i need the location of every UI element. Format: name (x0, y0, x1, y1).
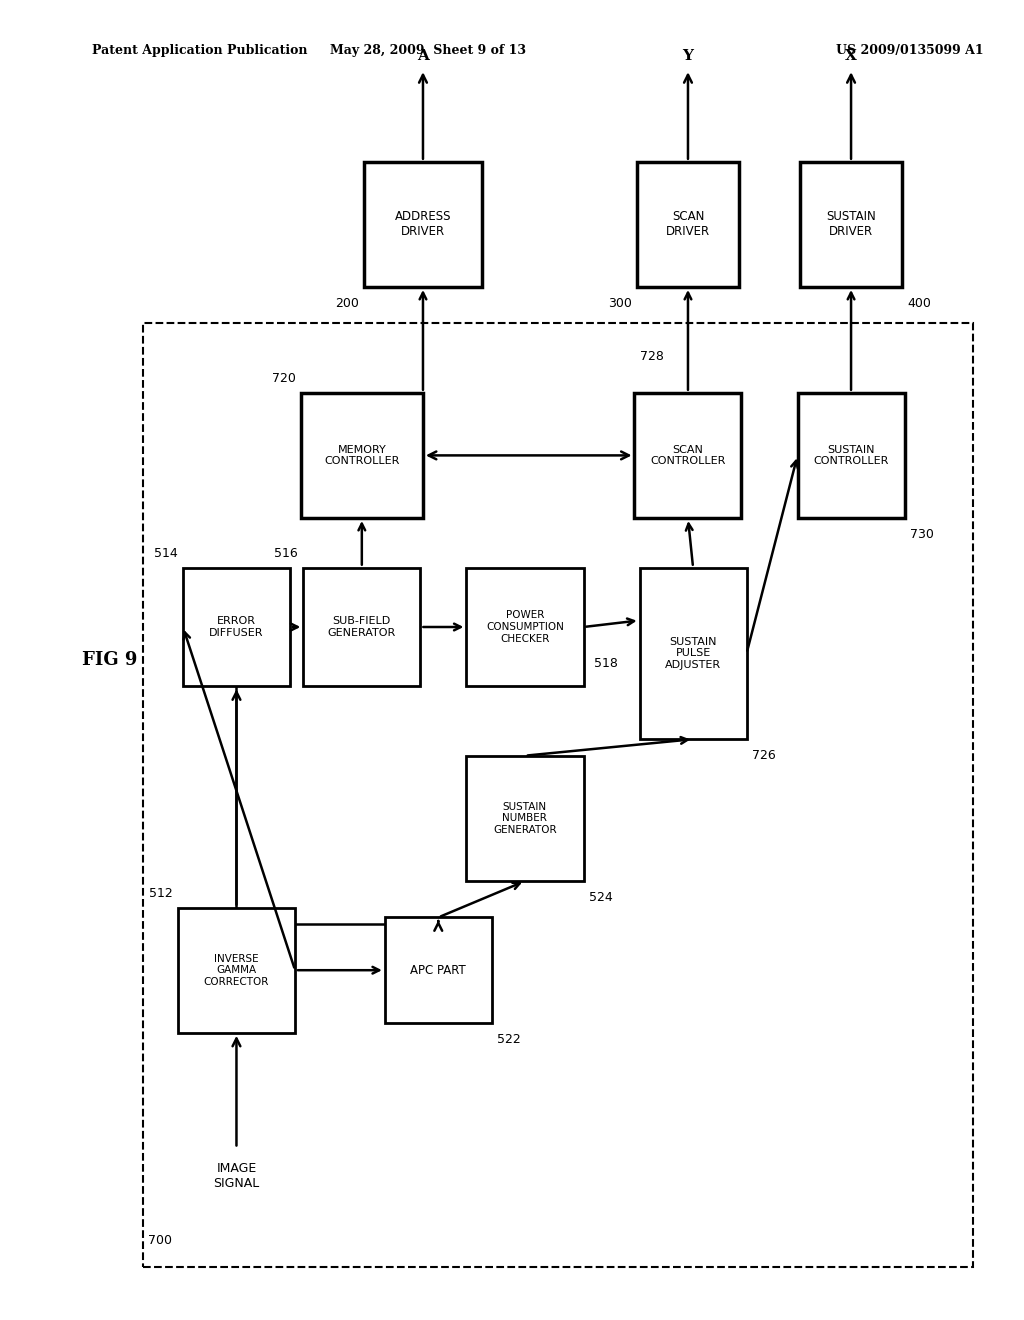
Text: FIG 9: FIG 9 (82, 651, 137, 669)
Text: Patent Application Publication: Patent Application Publication (92, 44, 307, 57)
FancyBboxPatch shape (637, 162, 739, 288)
Text: SUSTAIN
PULSE
ADJUSTER: SUSTAIN PULSE ADJUSTER (665, 636, 721, 671)
Text: 200: 200 (336, 297, 359, 310)
FancyBboxPatch shape (640, 568, 746, 739)
Text: 400: 400 (907, 297, 931, 310)
FancyBboxPatch shape (301, 393, 423, 517)
FancyBboxPatch shape (365, 162, 481, 288)
Text: IMAGE
SIGNAL: IMAGE SIGNAL (213, 1162, 260, 1189)
Text: 720: 720 (271, 372, 296, 385)
Text: MEMORY
CONTROLLER: MEMORY CONTROLLER (325, 445, 399, 466)
Text: SCAN
DRIVER: SCAN DRIVER (666, 210, 710, 239)
Text: SUSTAIN
CONTROLLER: SUSTAIN CONTROLLER (813, 445, 889, 466)
Text: 300: 300 (608, 297, 632, 310)
Text: POWER
CONSUMPTION
CHECKER: POWER CONSUMPTION CHECKER (486, 610, 564, 644)
Text: ADDRESS
DRIVER: ADDRESS DRIVER (394, 210, 452, 239)
Text: 524: 524 (589, 891, 612, 904)
Text: SUSTAIN
DRIVER: SUSTAIN DRIVER (826, 210, 876, 239)
Text: 518: 518 (594, 656, 617, 669)
Text: 730: 730 (909, 528, 934, 541)
Text: SUB-FIELD
GENERATOR: SUB-FIELD GENERATOR (328, 616, 396, 638)
Text: 726: 726 (752, 748, 775, 762)
Text: ERROR
DIFFUSER: ERROR DIFFUSER (209, 616, 264, 638)
Text: Y: Y (682, 49, 693, 62)
Text: 522: 522 (497, 1032, 520, 1045)
FancyBboxPatch shape (183, 568, 290, 686)
FancyBboxPatch shape (466, 755, 584, 882)
FancyBboxPatch shape (178, 908, 295, 1032)
Text: SUSTAIN
NUMBER
GENERATOR: SUSTAIN NUMBER GENERATOR (494, 801, 557, 836)
Text: 514: 514 (154, 546, 178, 560)
FancyBboxPatch shape (466, 568, 584, 686)
FancyBboxPatch shape (635, 393, 741, 517)
FancyBboxPatch shape (303, 568, 421, 686)
FancyBboxPatch shape (800, 162, 902, 288)
Text: 700: 700 (147, 1234, 172, 1247)
Text: 728: 728 (640, 350, 664, 363)
Text: US 2009/0135099 A1: US 2009/0135099 A1 (836, 44, 983, 57)
Text: INVERSE
GAMMA
CORRECTOR: INVERSE GAMMA CORRECTOR (204, 953, 269, 987)
Text: APC PART: APC PART (411, 964, 466, 977)
Text: A: A (417, 49, 429, 62)
FancyBboxPatch shape (798, 393, 904, 517)
Text: 516: 516 (274, 546, 298, 560)
Text: X: X (845, 49, 857, 62)
FancyBboxPatch shape (385, 917, 492, 1023)
Text: 512: 512 (150, 887, 173, 900)
Text: May 28, 2009  Sheet 9 of 13: May 28, 2009 Sheet 9 of 13 (330, 44, 526, 57)
Text: SCAN
CONTROLLER: SCAN CONTROLLER (650, 445, 726, 466)
